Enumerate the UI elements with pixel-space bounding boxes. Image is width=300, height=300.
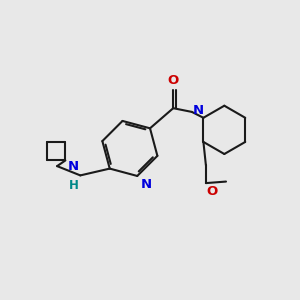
Text: N: N (193, 104, 204, 117)
Text: N: N (68, 160, 79, 173)
Text: H: H (69, 178, 79, 191)
Text: N: N (140, 178, 152, 191)
Text: O: O (206, 185, 218, 198)
Text: O: O (168, 74, 179, 86)
